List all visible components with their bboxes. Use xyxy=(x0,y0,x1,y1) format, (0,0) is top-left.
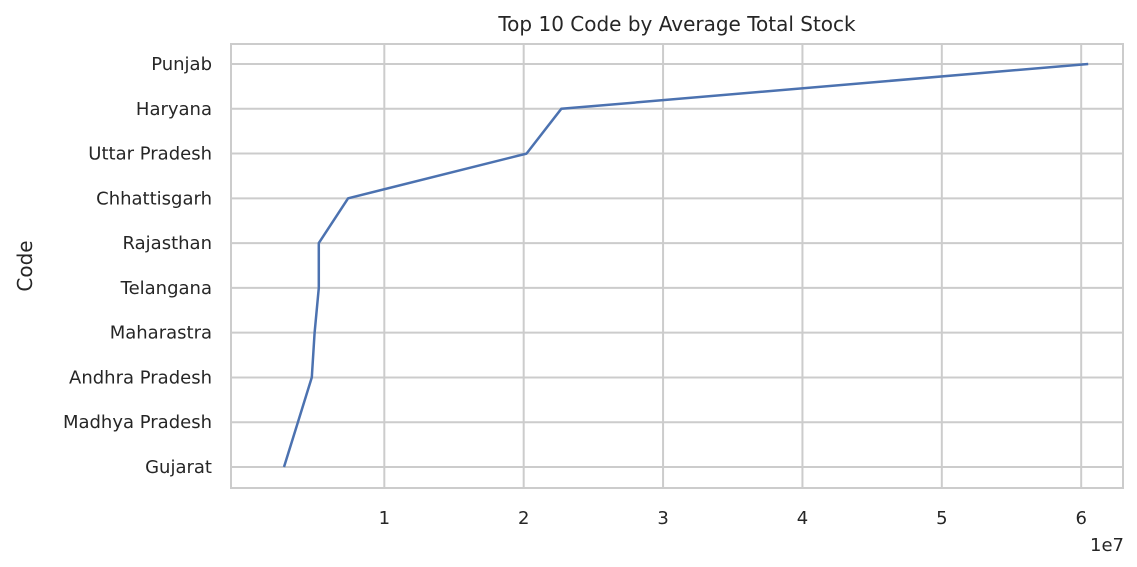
y-tick-label: Rajasthan xyxy=(123,233,212,254)
y-axis-label: Code xyxy=(13,240,37,291)
x-tick-label: 6 xyxy=(1075,508,1086,529)
grid xyxy=(231,44,1123,488)
series-line xyxy=(282,62,1089,468)
y-tick-label: Madhya Pradesh xyxy=(63,412,212,433)
y-tick-label: Punjab xyxy=(151,54,212,75)
x-tick-label: 2 xyxy=(518,508,529,529)
plot-frame xyxy=(230,43,1124,489)
y-tick-label: Haryana xyxy=(136,99,212,120)
chart-title: Top 10 Code by Average Total Stock xyxy=(497,12,856,36)
x-tick-labels: 1 2 3 4 5 6 xyxy=(379,508,1087,529)
y-tick-labels: Punjab Haryana Uttar Pradesh Chhattisgarh Ra… xyxy=(63,54,212,478)
y-tick-label: Telangana xyxy=(120,278,212,299)
x-tick-label: 4 xyxy=(797,508,808,529)
x-offset-label: 1e7 xyxy=(1090,535,1124,556)
y-tick-label: Andhra Pradesh xyxy=(69,367,212,388)
x-tick-label: 1 xyxy=(379,508,390,529)
y-tick-label: Uttar Pradesh xyxy=(88,144,212,165)
y-tick-label: Gujarat xyxy=(145,457,212,478)
x-tick-label: 5 xyxy=(936,508,947,529)
y-tick-label: Maharastra xyxy=(110,323,212,344)
x-tick-label: 3 xyxy=(657,508,668,529)
y-tick-label: Chhattisgarh xyxy=(96,188,212,209)
